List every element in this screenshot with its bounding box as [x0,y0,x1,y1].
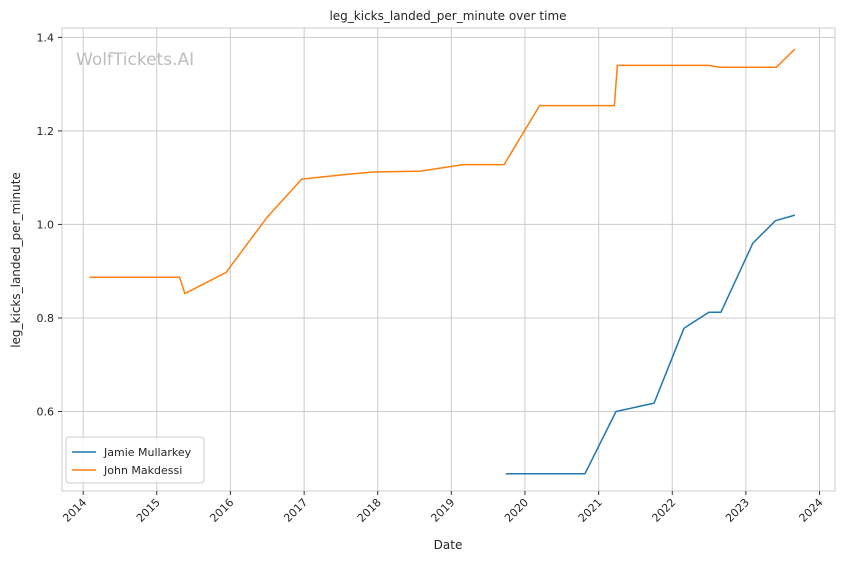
y-tick-label: 1.4 [37,31,55,44]
series-line-john-makdessi [89,48,796,295]
y-tick-labels: 0.6 0.8 1.0 1.2 1.4 [37,31,62,418]
series-lines [89,48,796,475]
y-axis-label: leg_kicks_landed_per_minute [9,172,23,348]
y-tick-label: 1.0 [37,218,55,231]
plot-frame [61,27,836,492]
chart-title: leg_kicks_landed_per_minute over time [329,9,566,23]
legend-box [65,436,205,484]
series-line-jamie-mullarkey [505,214,796,475]
x-axis-label: Date [434,538,463,552]
y-tick-label: 1.2 [37,125,55,138]
legend: Jamie Mullarkey John Makdessi [65,436,205,484]
watermark-text: WolfTickets.AI [76,50,194,70]
legend-label: Jamie Mullarkey [103,446,192,459]
y-tick-label: 0.6 [37,405,55,418]
y-tick-label: 0.8 [37,312,55,325]
legend-label: John Makdessi [103,464,182,477]
